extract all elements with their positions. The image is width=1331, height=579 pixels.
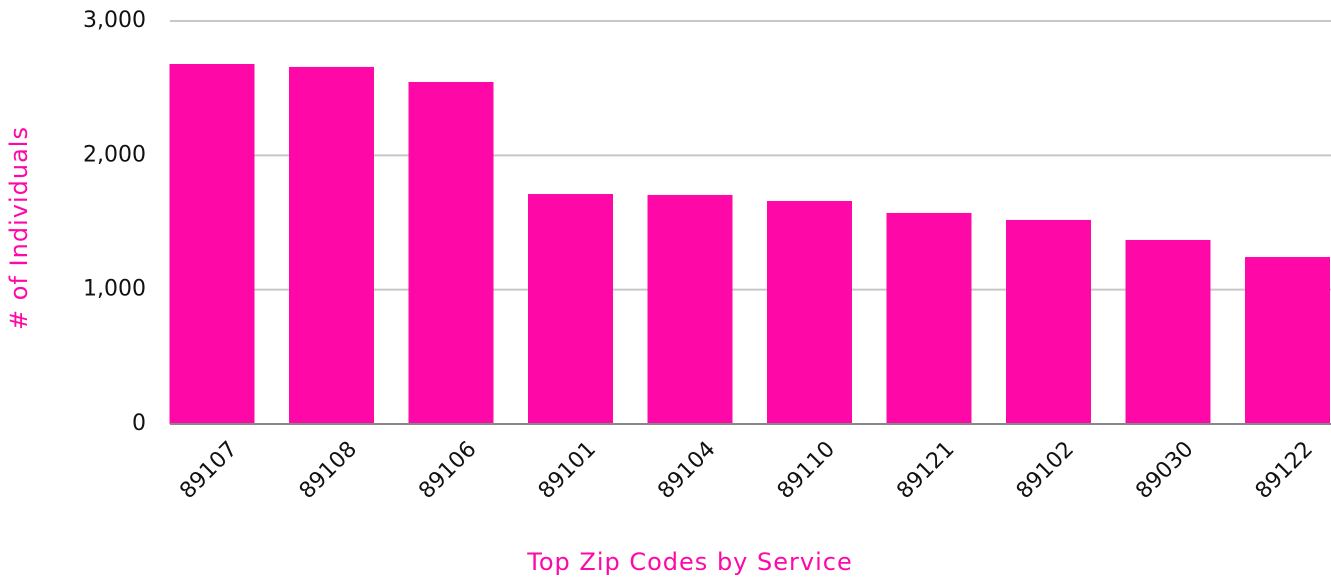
y-tick-label: 3,000: [83, 8, 146, 33]
bar: [169, 63, 255, 425]
y-axis-title: # of Individuals: [5, 126, 33, 330]
x-tick-label: 89106: [414, 437, 481, 504]
bar: [289, 66, 374, 424]
bar: [767, 201, 852, 424]
bar: [408, 81, 494, 424]
x-axis-title: Top Zip Codes by Service: [526, 548, 852, 576]
bar: [647, 194, 733, 424]
bar: [886, 212, 972, 424]
x-tick-label: 89102: [1012, 437, 1079, 504]
bar: [528, 194, 613, 424]
x-tick-label: 89101: [534, 437, 601, 504]
x-tick-label: 89030: [1131, 437, 1198, 504]
x-tick-label: 89110: [773, 437, 840, 504]
y-tick-label: 0: [132, 411, 146, 436]
bar: [1245, 257, 1330, 424]
bar: [1125, 239, 1211, 424]
x-tick-label: 89108: [295, 437, 362, 504]
bar: [1006, 219, 1091, 424]
x-tick-label: 89121: [892, 437, 959, 504]
x-tick-label: 89107: [175, 437, 242, 504]
y-tick-label: 2,000: [83, 142, 146, 167]
x-tick-label: 89122: [1251, 437, 1318, 504]
x-tick-label: 89104: [653, 437, 720, 504]
y-tick-label: 1,000: [83, 277, 146, 302]
